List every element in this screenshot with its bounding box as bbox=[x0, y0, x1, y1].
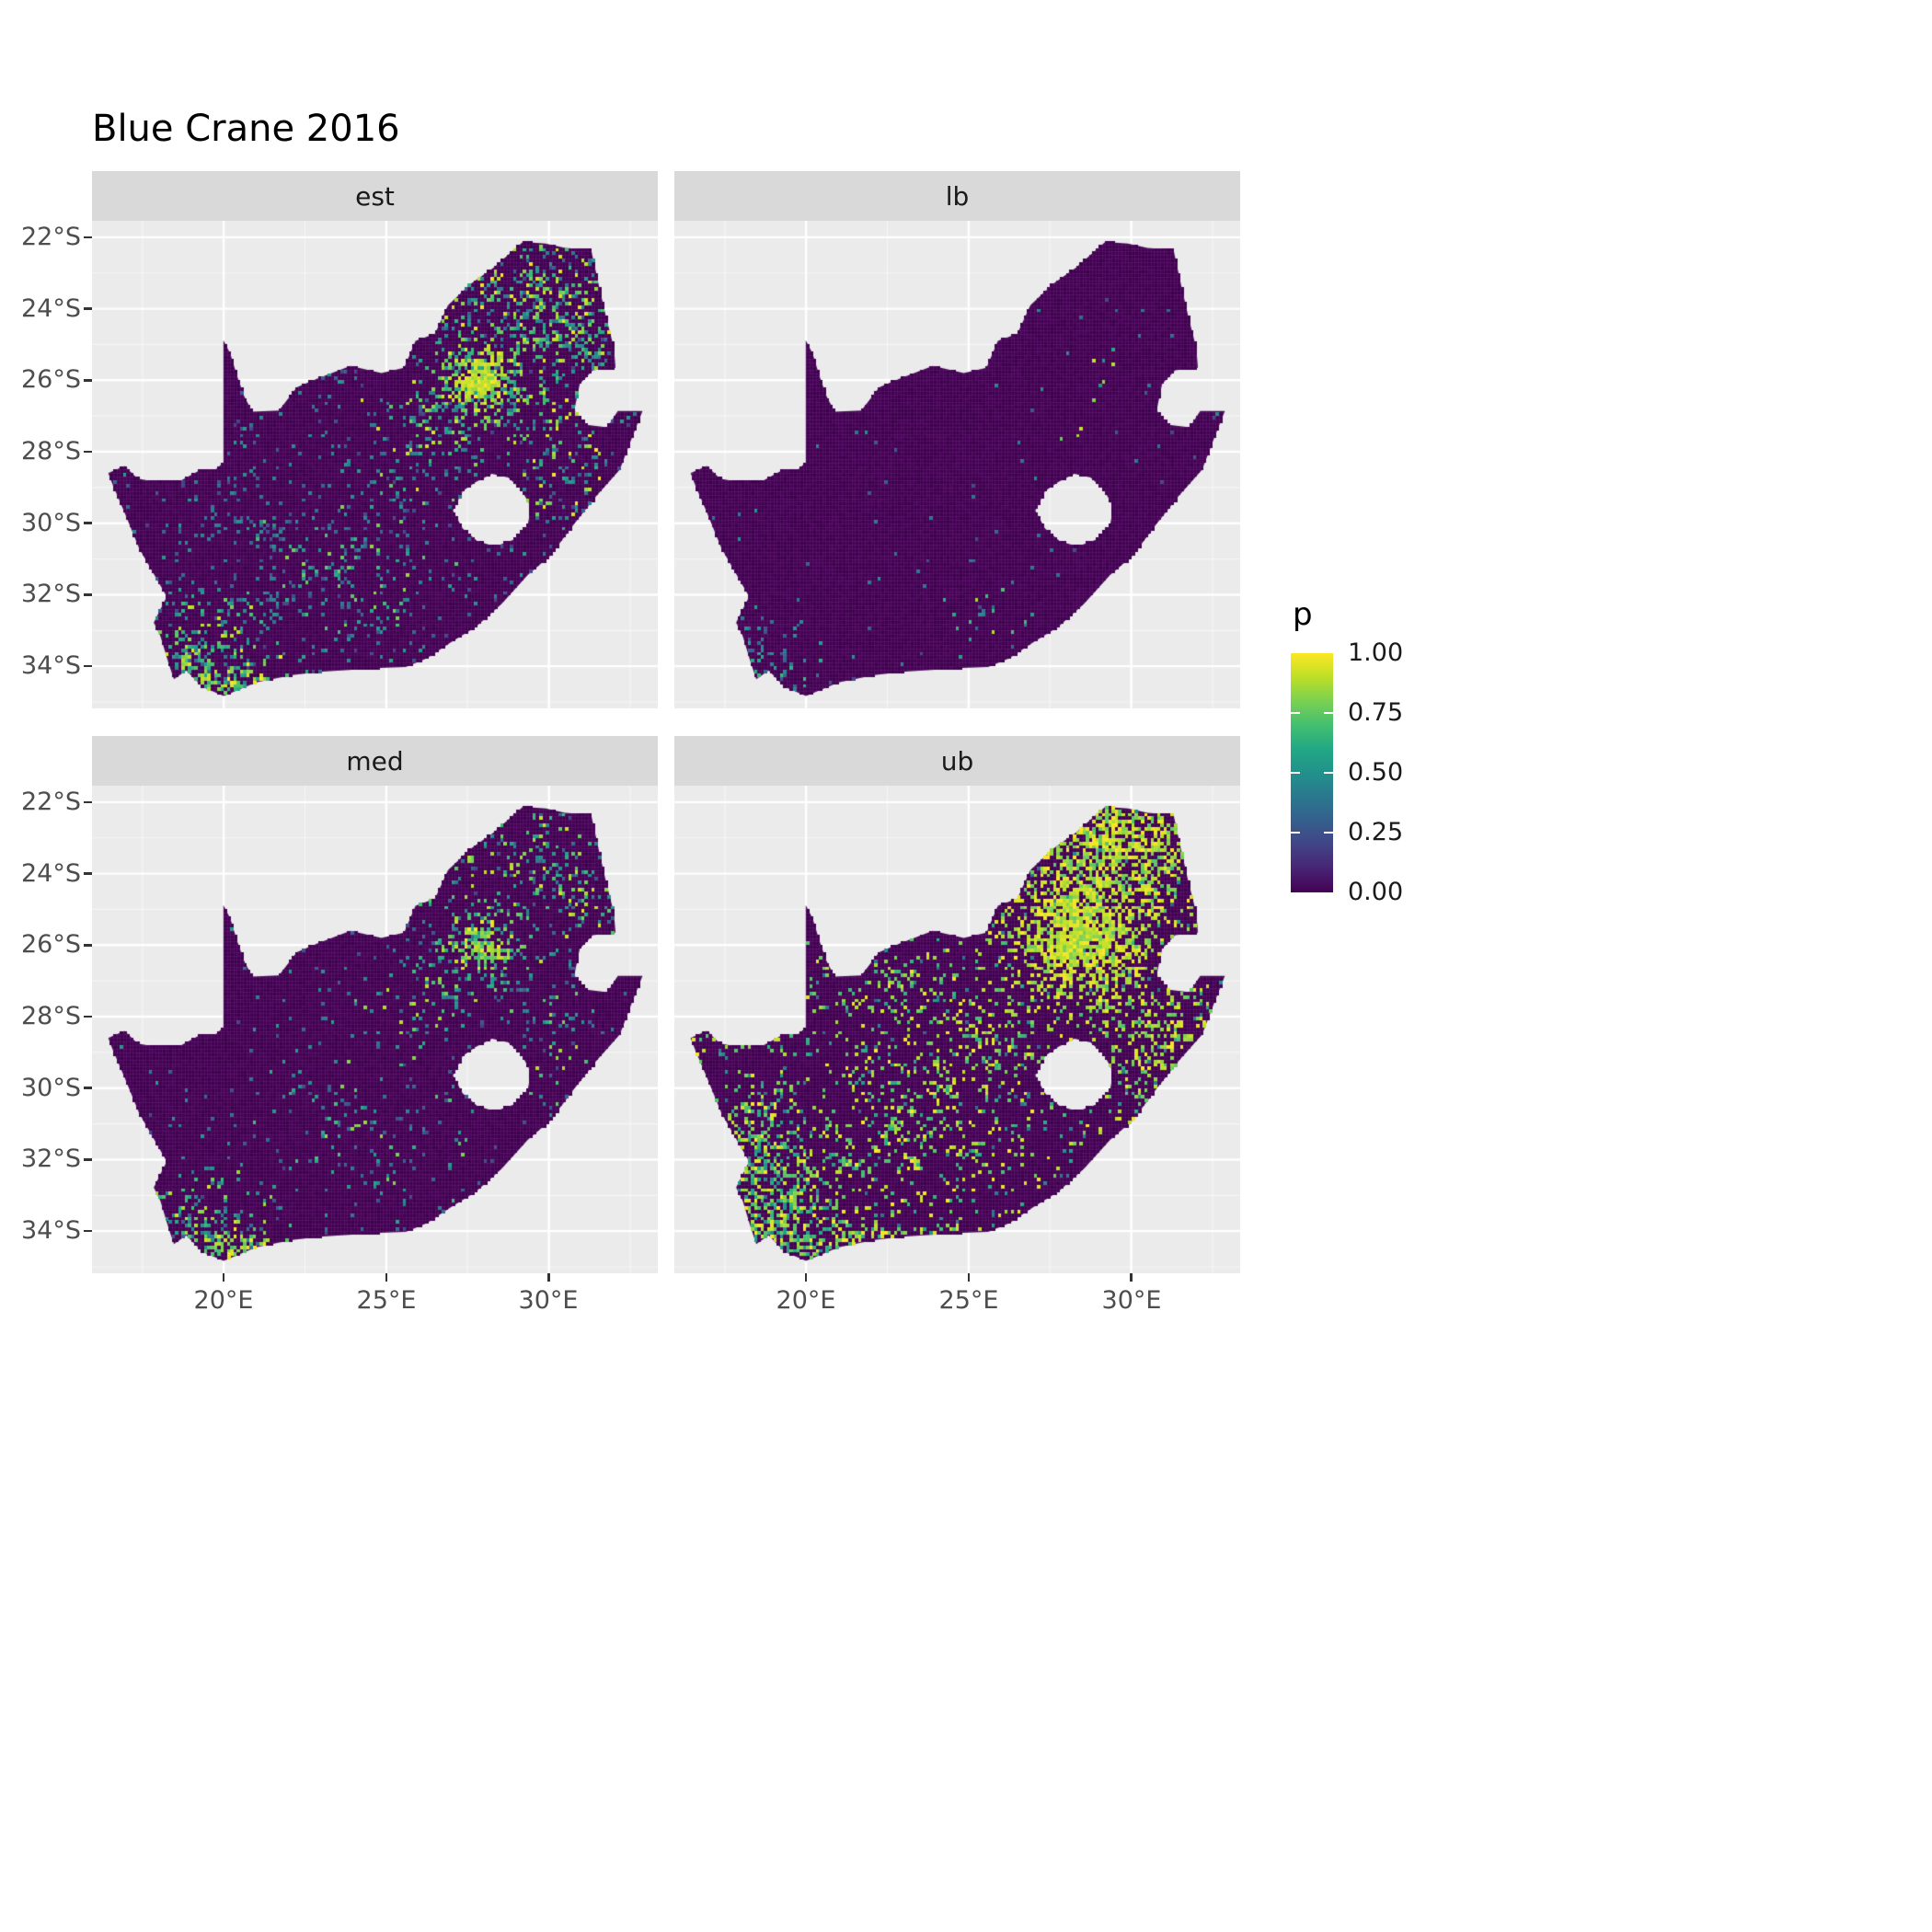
axis-tick bbox=[84, 664, 92, 668]
facet-label-lb: lb bbox=[945, 180, 970, 212]
facet-strip-est: est bbox=[92, 171, 658, 221]
axis-tick bbox=[1130, 1273, 1133, 1282]
axis-tick bbox=[84, 872, 92, 875]
y-tick-label: 30°S bbox=[21, 1074, 81, 1102]
x-tick-label: 30°E bbox=[1101, 1286, 1162, 1315]
legend-label: 0.75 bbox=[1348, 698, 1404, 727]
map-canvas-est bbox=[92, 221, 658, 708]
facet-strip-ub: ub bbox=[674, 736, 1240, 786]
axis-tick bbox=[84, 1087, 92, 1089]
x-tick-label: 20°E bbox=[193, 1286, 254, 1315]
legend-colorbar bbox=[1291, 653, 1333, 892]
axis-tick bbox=[84, 1015, 92, 1018]
facet-label-ub: ub bbox=[940, 745, 974, 776]
axis-tick bbox=[84, 236, 92, 239]
axis-tick bbox=[84, 593, 92, 596]
legend-title: p bbox=[1293, 596, 1313, 633]
panel-ub bbox=[674, 786, 1240, 1273]
facet-label-est: est bbox=[355, 180, 395, 212]
x-tick-label: 20°E bbox=[776, 1286, 836, 1315]
y-tick-label: 22°S bbox=[21, 788, 81, 816]
axis-tick bbox=[804, 1273, 808, 1282]
y-tick-label: 32°S bbox=[21, 1144, 81, 1173]
map-canvas-lb bbox=[674, 221, 1240, 708]
y-tick-label: 28°S bbox=[21, 437, 81, 466]
map-canvas-med bbox=[92, 786, 658, 1273]
y-tick-label: 34°S bbox=[21, 651, 81, 680]
legend-tick bbox=[1291, 711, 1300, 715]
facet-strip-lb: lb bbox=[674, 171, 1240, 221]
axis-tick bbox=[84, 944, 92, 947]
axis-tick bbox=[84, 1158, 92, 1161]
axis-tick bbox=[385, 1273, 388, 1282]
x-tick-label: 25°E bbox=[938, 1286, 999, 1315]
legend-tick bbox=[1324, 771, 1333, 775]
legend-tick bbox=[1291, 771, 1300, 775]
y-tick-label: 28°S bbox=[21, 1002, 81, 1030]
x-tick-label: 25°E bbox=[356, 1286, 417, 1315]
axis-tick bbox=[84, 307, 92, 310]
y-tick-label: 24°S bbox=[21, 859, 81, 888]
axis-tick bbox=[84, 522, 92, 524]
plot-title: Blue Crane 2016 bbox=[92, 108, 400, 150]
legend-label: 0.25 bbox=[1348, 818, 1404, 846]
legend-tick bbox=[1324, 711, 1333, 715]
axis-tick bbox=[222, 1273, 225, 1282]
y-tick-label: 34°S bbox=[21, 1216, 81, 1245]
legend-label: 0.00 bbox=[1348, 878, 1404, 906]
y-tick-label: 26°S bbox=[21, 930, 81, 959]
facet-label-med: med bbox=[346, 745, 404, 776]
axis-tick bbox=[967, 1273, 971, 1282]
legend-tick bbox=[1291, 831, 1300, 834]
axis-tick bbox=[84, 379, 92, 382]
y-tick-label: 32°S bbox=[21, 580, 81, 608]
panel-lb bbox=[674, 221, 1240, 708]
map-canvas-ub bbox=[674, 786, 1240, 1273]
panel-med bbox=[92, 786, 658, 1273]
facet-strip-med: med bbox=[92, 736, 658, 786]
legend-label: 0.50 bbox=[1348, 758, 1404, 787]
legend-tick bbox=[1324, 831, 1333, 834]
axis-tick bbox=[84, 800, 92, 804]
y-tick-label: 30°S bbox=[21, 509, 81, 537]
legend-label: 1.00 bbox=[1348, 638, 1404, 667]
axis-tick bbox=[547, 1273, 550, 1282]
axis-tick bbox=[84, 450, 92, 454]
axis-tick bbox=[84, 1229, 92, 1233]
panel-est bbox=[92, 221, 658, 708]
x-tick-label: 30°E bbox=[518, 1286, 579, 1315]
legend: p 1.00 0.75 0.50 0.25 0.00 bbox=[1288, 596, 1509, 927]
y-tick-label: 22°S bbox=[21, 223, 81, 251]
y-tick-label: 24°S bbox=[21, 294, 81, 323]
y-tick-label: 26°S bbox=[21, 365, 81, 394]
